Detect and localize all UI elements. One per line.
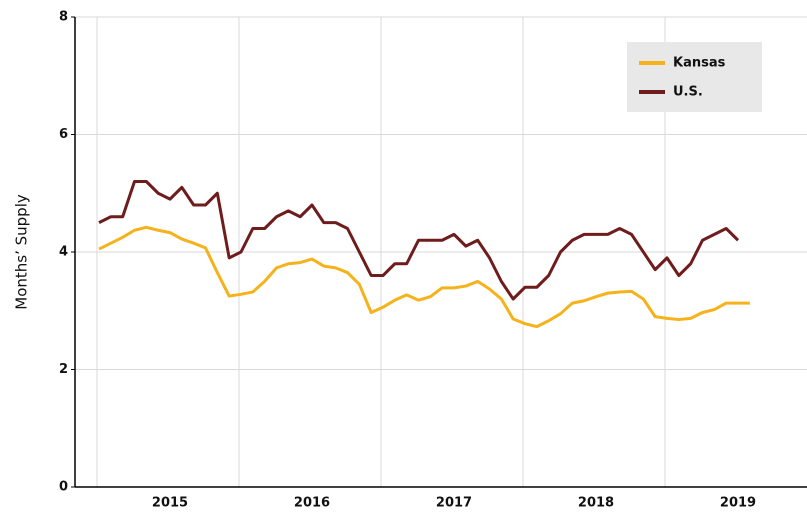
y-tick-label: 4: [59, 245, 68, 260]
y-tick-label: 2: [59, 362, 68, 377]
x-tick-label: 2018: [578, 496, 614, 511]
series-line: [98, 225, 750, 329]
x-tick-label: 2015: [152, 496, 188, 511]
y-tick-label: 8: [59, 10, 68, 25]
y-tick-label: 0: [59, 480, 68, 495]
series-line: [98, 180, 740, 301]
x-tick-label: 2017: [436, 496, 472, 511]
y-tick-label: 6: [59, 127, 68, 142]
y-axis-label: Months’ Supply: [13, 194, 31, 310]
x-tick-label: 2016: [294, 496, 330, 511]
legend-box: [627, 42, 762, 112]
legend-label: Kansas: [673, 56, 726, 71]
x-tick-label: 2019: [720, 496, 756, 511]
legend-label: U.S.: [673, 85, 703, 100]
